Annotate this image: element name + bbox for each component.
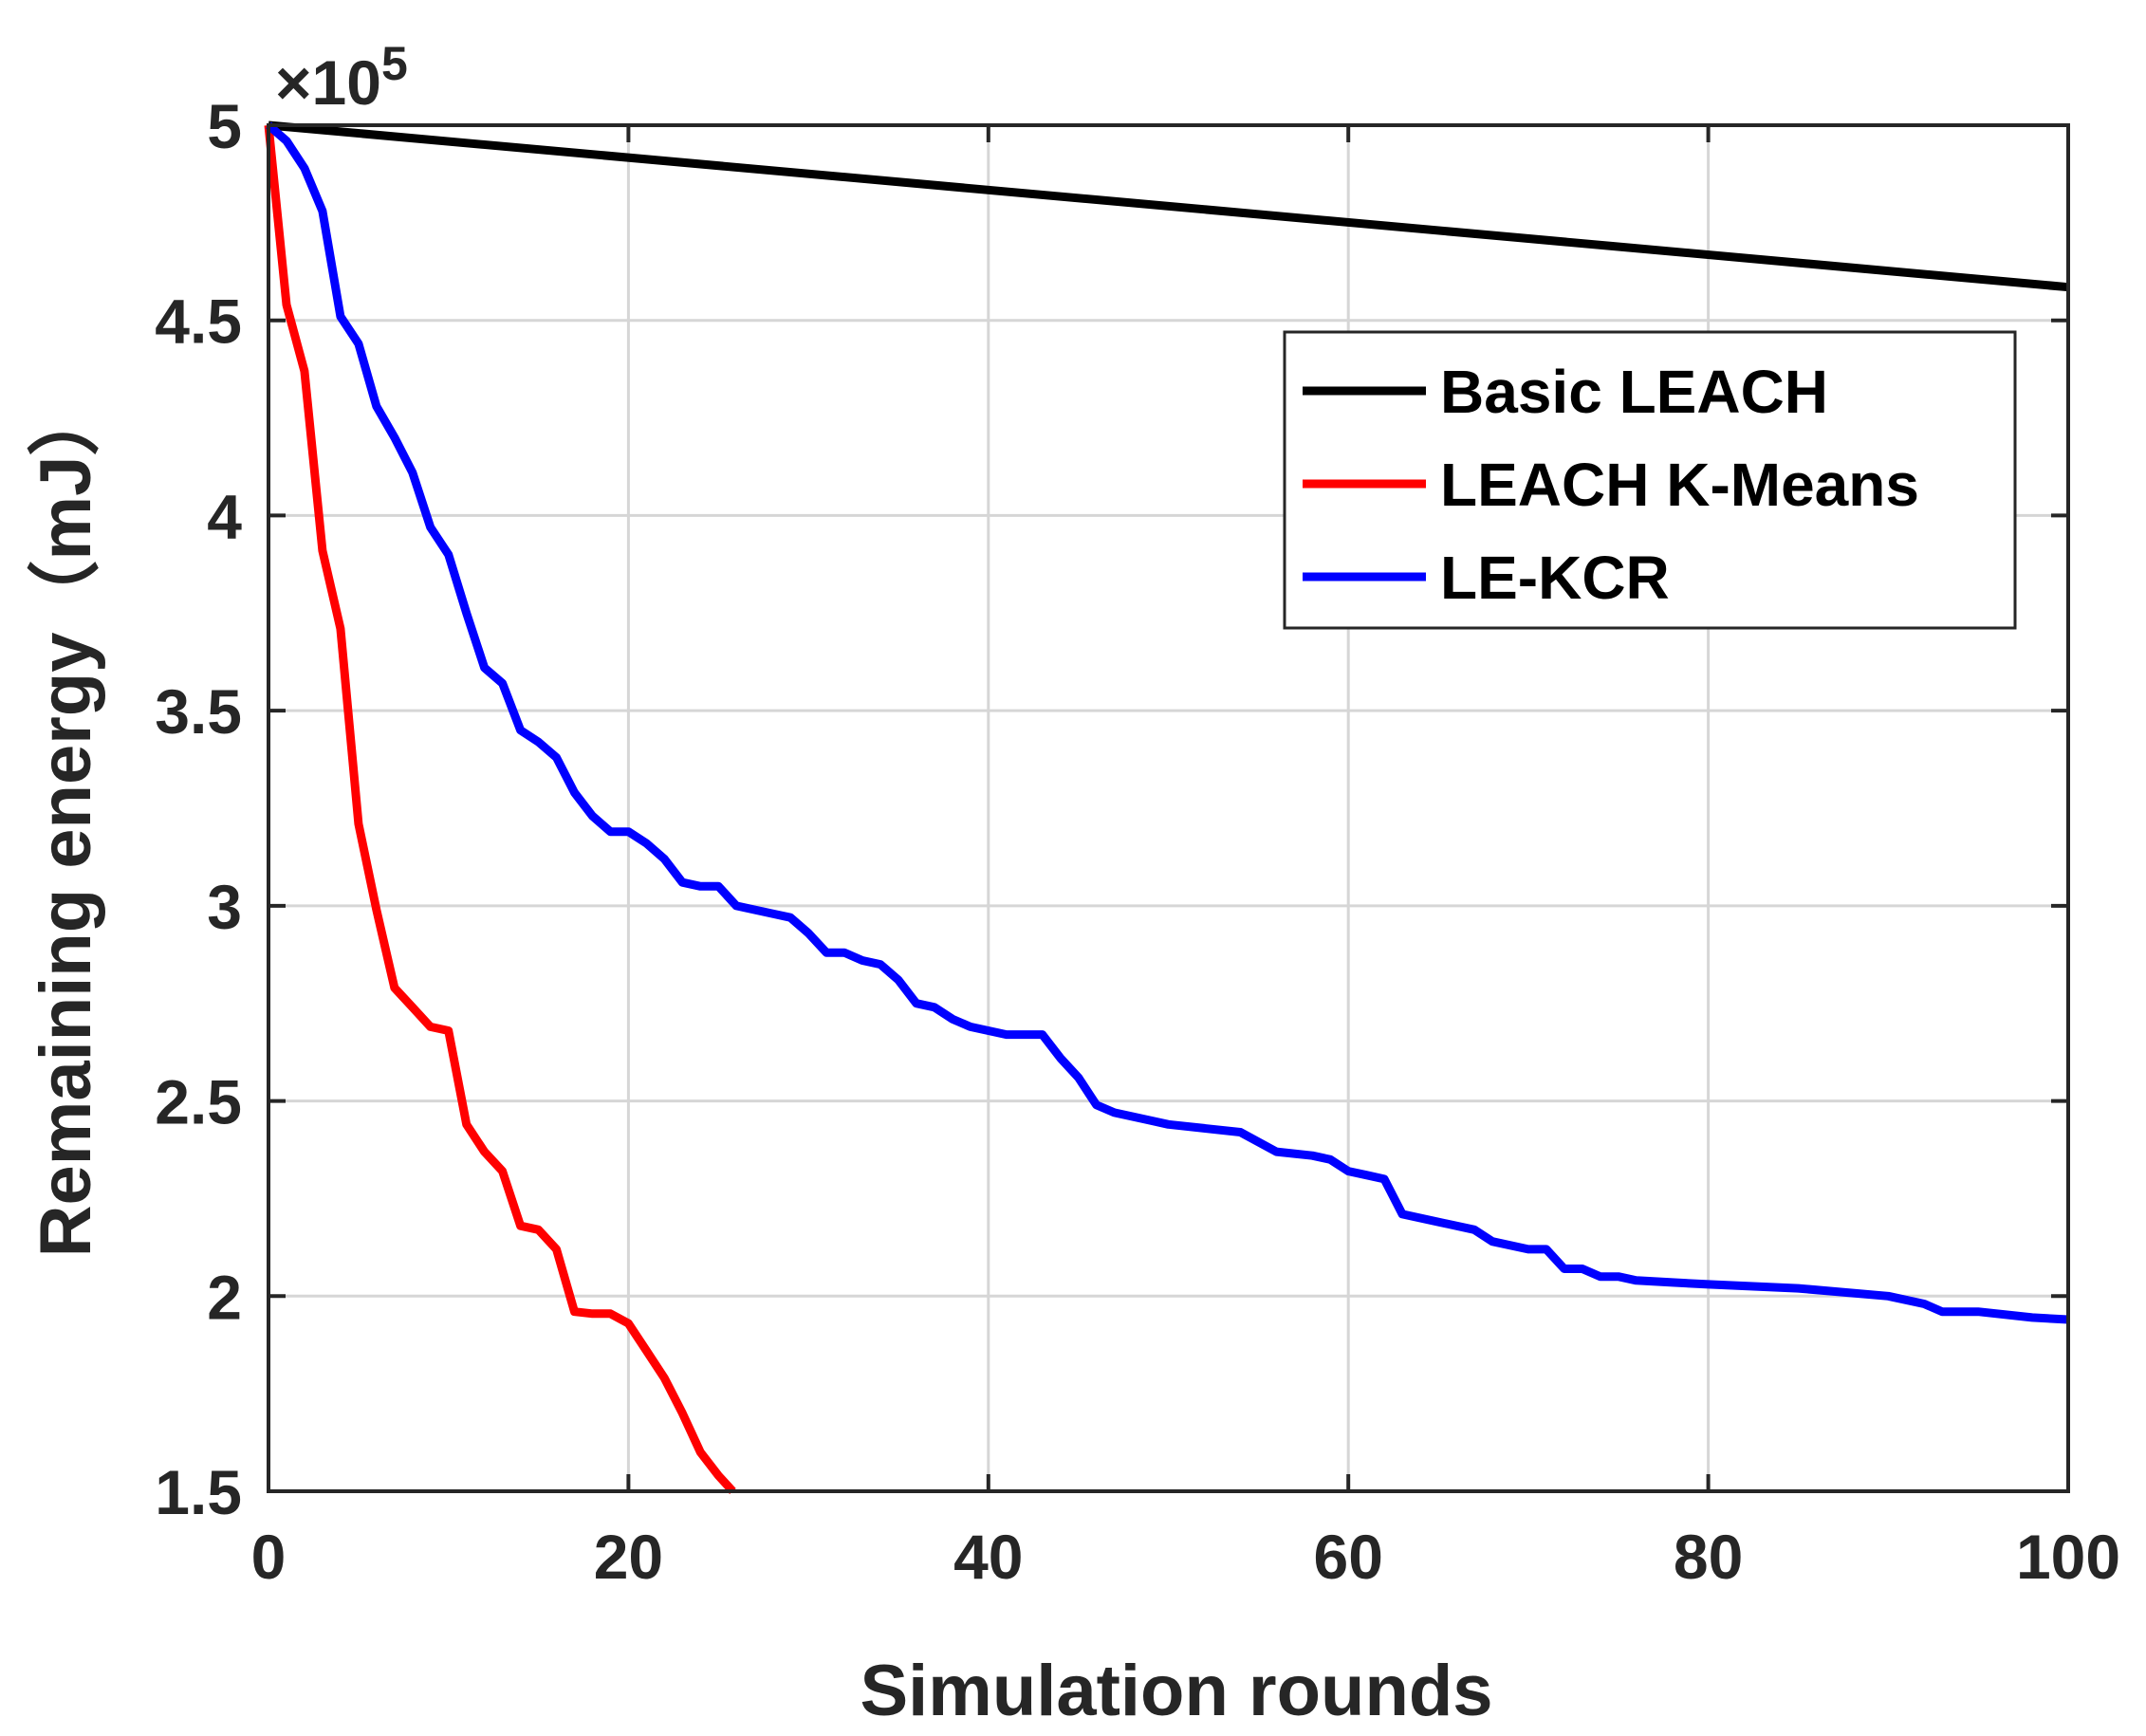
x-tick-label: 0 [251,1522,287,1592]
legend-label-le-kcr: LE-KCR [1440,544,1670,612]
series-line-leach-k-means [264,124,736,1495]
y-tick-label: 4.5 [155,286,242,357]
x-tick-label: 20 [594,1522,663,1592]
x-axis-label: Simulation rounds [860,1651,1492,1731]
series-line-le-kcr [266,121,2069,1324]
legend-label-basic-leach: Basic LEACH [1440,358,1828,426]
y-tick-label: 1.5 [155,1457,242,1527]
y-tick-label: 3.5 [155,676,242,747]
x-tick-label: 100 [2016,1522,2120,1592]
y-tick-label: 3 [207,872,242,942]
y-axis-label: Remaining energy（mJ） [26,384,106,1258]
legend-label-leach-k-means: LEACH K-Means [1440,451,1919,519]
legend: Basic LEACH LEACH K-Means LE-KCR [1283,330,2017,630]
y-tick-label: 2 [207,1262,242,1332]
x-tick-label: 80 [1674,1522,1743,1592]
y-tick-label: 5 [207,91,242,161]
y-axis-exponent-label: ×105 [275,37,408,118]
series-layer [264,120,2069,1495]
x-tick-label: 60 [1313,1522,1382,1592]
y-tick-label: 2.5 [155,1067,242,1137]
plot-frame [267,123,2070,1493]
series-line-basic-leach [268,120,2069,292]
x-tick-label: 40 [953,1522,1023,1592]
y-tick-label: 4 [207,481,242,551]
ticks: 0 20 40 60 80 100 1.5 2 2.5 3 3.5 4 4.5 5 [155,91,2120,1592]
